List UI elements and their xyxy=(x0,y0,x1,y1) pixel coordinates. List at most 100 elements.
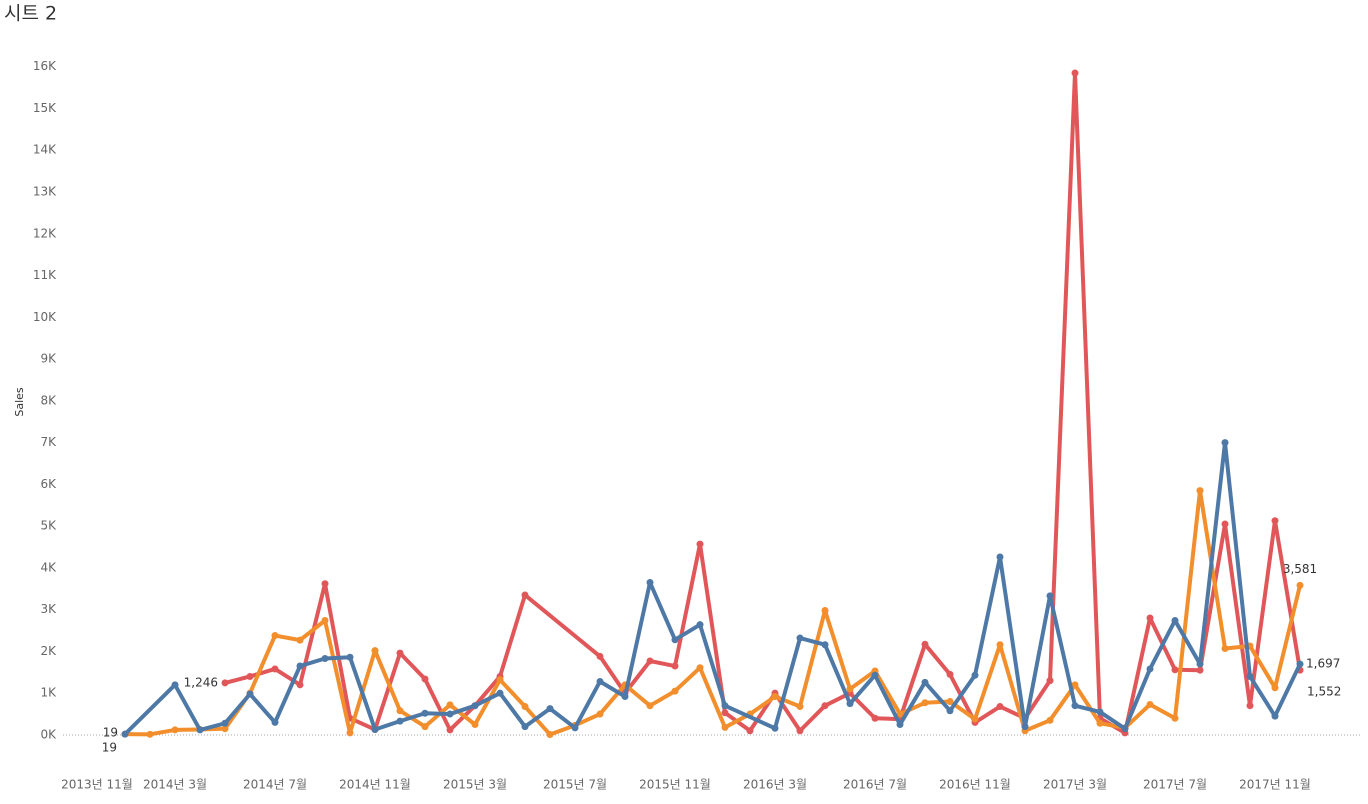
data-label: 1,697 xyxy=(1306,657,1340,671)
point xyxy=(721,709,729,717)
point xyxy=(821,606,829,614)
point xyxy=(646,579,654,586)
point xyxy=(271,718,279,726)
point xyxy=(846,685,854,693)
x-tick-label: 2016년 11월 xyxy=(939,778,1011,792)
point xyxy=(1221,644,1229,652)
point xyxy=(1096,719,1104,727)
y-tick-label: 12K xyxy=(33,226,57,240)
x-tick-label: 2015년 3월 xyxy=(443,778,507,792)
chart-title: 시트 2 xyxy=(4,3,57,25)
point xyxy=(1246,672,1254,680)
point xyxy=(696,621,704,629)
point xyxy=(946,670,954,678)
point xyxy=(1071,69,1079,77)
point xyxy=(1271,517,1279,525)
x-tick-label: 2016년 3월 xyxy=(743,778,807,792)
y-axis-label: Sales xyxy=(13,387,26,417)
point xyxy=(871,671,879,679)
point xyxy=(496,689,504,697)
y-tick-label: 3K xyxy=(40,602,57,616)
point xyxy=(1046,677,1054,685)
point xyxy=(696,664,704,672)
point xyxy=(771,724,779,732)
point xyxy=(296,662,304,670)
point xyxy=(321,617,329,625)
x-tick-label: 2014년 3월 xyxy=(143,778,207,792)
series-line xyxy=(224,70,1302,735)
point xyxy=(246,690,254,698)
point xyxy=(571,724,579,732)
y-tick-label: 11K xyxy=(33,268,57,282)
point xyxy=(1171,666,1179,674)
x-tick-label: 2017년 11월 xyxy=(1239,778,1311,792)
point xyxy=(546,731,554,739)
point xyxy=(696,540,704,548)
point xyxy=(1196,487,1204,495)
point xyxy=(821,702,829,710)
point xyxy=(496,676,504,684)
y-tick-label: 1K xyxy=(40,686,57,700)
point xyxy=(546,705,554,713)
point xyxy=(921,640,929,648)
y-tick-label: 4K xyxy=(40,560,57,574)
point xyxy=(671,636,679,644)
point xyxy=(221,725,229,733)
point xyxy=(446,710,454,718)
point xyxy=(1146,700,1154,708)
point xyxy=(271,632,279,640)
x-tick-label: 2014년 7월 xyxy=(243,778,307,792)
point xyxy=(521,591,529,599)
point xyxy=(1046,592,1054,600)
point xyxy=(896,710,904,718)
x-tick-label: 2017년 7월 xyxy=(1143,778,1207,792)
point xyxy=(146,730,154,738)
point xyxy=(346,653,354,661)
point xyxy=(321,655,329,663)
y-tick-label: 5K xyxy=(40,519,57,533)
point xyxy=(1021,723,1029,731)
point xyxy=(1121,725,1129,733)
point xyxy=(1096,708,1104,716)
point xyxy=(221,719,229,727)
point xyxy=(521,703,529,711)
point xyxy=(771,693,779,701)
point xyxy=(721,702,729,710)
point xyxy=(1296,581,1304,589)
x-tick-label: 2015년 11월 xyxy=(639,778,711,792)
point xyxy=(421,709,429,717)
y-tick-label: 14K xyxy=(33,143,57,157)
point xyxy=(971,715,979,723)
point xyxy=(121,730,129,738)
y-tick-label: 13K xyxy=(33,185,57,199)
point xyxy=(371,647,379,655)
data-label: 19 xyxy=(102,741,117,755)
point xyxy=(1196,666,1204,674)
point xyxy=(646,657,654,665)
series-line xyxy=(124,488,1302,737)
y-tick-label: 15K xyxy=(33,101,57,115)
point xyxy=(796,703,804,711)
point xyxy=(946,698,954,706)
point xyxy=(1296,660,1304,668)
point xyxy=(296,636,304,644)
point xyxy=(946,707,954,715)
data-label: 19 xyxy=(103,726,118,740)
point xyxy=(596,677,604,685)
point xyxy=(171,726,179,734)
point xyxy=(246,672,254,680)
y-tick-label: 10K xyxy=(33,310,57,324)
point xyxy=(596,652,604,660)
point xyxy=(671,662,679,670)
y-tick-label: 6K xyxy=(40,477,57,491)
point xyxy=(921,678,929,686)
point xyxy=(446,726,454,734)
point xyxy=(1046,716,1054,724)
point xyxy=(321,580,329,588)
point xyxy=(196,726,204,734)
point xyxy=(396,649,404,657)
point xyxy=(646,702,654,710)
point xyxy=(896,721,904,728)
series-line xyxy=(123,440,1302,736)
